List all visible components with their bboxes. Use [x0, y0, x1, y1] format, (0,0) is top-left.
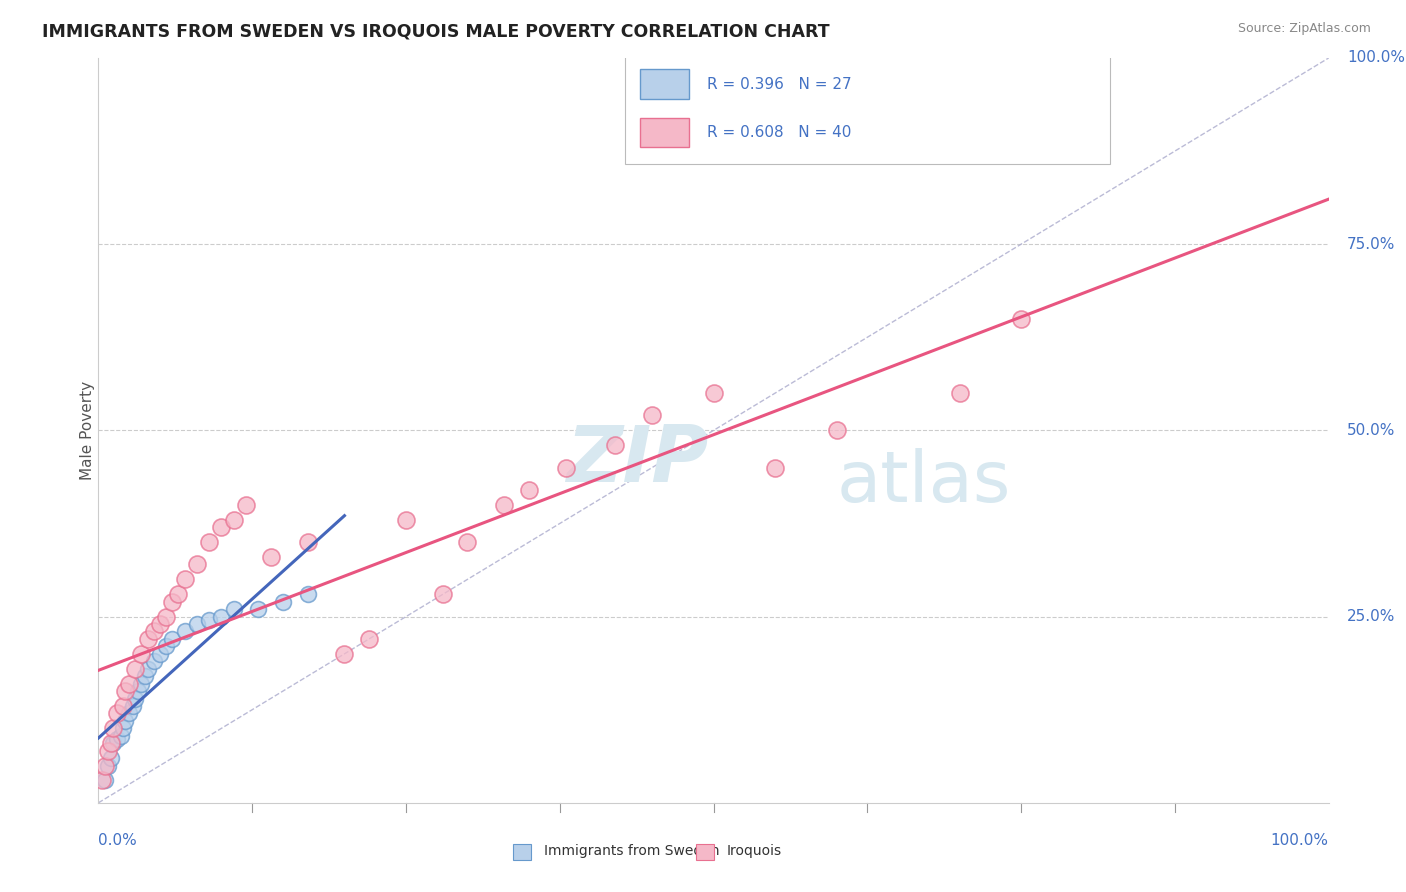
- Text: R = 0.608   N = 40: R = 0.608 N = 40: [707, 125, 852, 140]
- Text: 100.0%: 100.0%: [1347, 51, 1405, 65]
- FancyBboxPatch shape: [626, 56, 1109, 164]
- Point: [118, 676, 141, 690]
- Point: [235, 498, 257, 512]
- Point: [198, 535, 221, 549]
- Point: [162, 632, 183, 646]
- FancyBboxPatch shape: [640, 70, 689, 99]
- Point: [222, 513, 245, 527]
- Point: [114, 684, 136, 698]
- Point: [605, 438, 627, 452]
- Point: [432, 587, 454, 601]
- Text: atlas: atlas: [837, 448, 1011, 517]
- Point: [118, 706, 141, 721]
- Point: [186, 617, 208, 632]
- Point: [103, 721, 125, 735]
- Point: [247, 602, 270, 616]
- Point: [112, 698, 135, 713]
- Point: [494, 498, 516, 512]
- Point: [456, 535, 478, 549]
- Point: [395, 513, 418, 527]
- Point: [222, 602, 245, 616]
- Point: [260, 549, 283, 564]
- Point: [136, 662, 159, 676]
- Point: [93, 758, 115, 772]
- Point: [173, 573, 195, 587]
- Point: [127, 684, 149, 698]
- Point: [149, 647, 172, 661]
- Point: [124, 691, 146, 706]
- Text: ZIP: ZIP: [565, 422, 709, 499]
- FancyBboxPatch shape: [640, 118, 689, 147]
- Point: [211, 520, 233, 534]
- Point: [155, 609, 177, 624]
- Point: [91, 773, 114, 788]
- Point: [131, 647, 153, 661]
- Point: [124, 662, 146, 676]
- Point: [103, 736, 125, 750]
- Text: R = 0.396   N = 27: R = 0.396 N = 27: [707, 77, 852, 92]
- Point: [186, 558, 208, 572]
- Text: Source: ZipAtlas.com: Source: ZipAtlas.com: [1237, 22, 1371, 36]
- Point: [97, 758, 120, 772]
- Point: [100, 736, 122, 750]
- Point: [162, 595, 183, 609]
- Point: [703, 386, 725, 401]
- Text: 25.0%: 25.0%: [1347, 609, 1396, 624]
- Point: [110, 729, 132, 743]
- Point: [114, 714, 136, 728]
- Point: [105, 706, 128, 721]
- Point: [122, 698, 145, 713]
- Point: [155, 640, 177, 654]
- Point: [297, 535, 319, 549]
- Point: [271, 595, 294, 609]
- Point: [198, 613, 221, 627]
- Point: [297, 587, 319, 601]
- Point: [97, 744, 120, 758]
- Point: [142, 654, 165, 668]
- Text: 75.0%: 75.0%: [1347, 236, 1396, 252]
- Point: [136, 632, 159, 646]
- Point: [359, 632, 381, 646]
- Text: Iroquois: Iroquois: [727, 844, 782, 858]
- Text: IMMIGRANTS FROM SWEDEN VS IROQUOIS MALE POVERTY CORRELATION CHART: IMMIGRANTS FROM SWEDEN VS IROQUOIS MALE …: [42, 22, 830, 40]
- Text: 0.0%: 0.0%: [98, 832, 138, 847]
- Text: 100.0%: 100.0%: [1271, 832, 1329, 847]
- Point: [131, 676, 153, 690]
- Point: [641, 409, 664, 423]
- Point: [825, 424, 848, 438]
- Point: [173, 624, 195, 639]
- Text: Immigrants from Sweden: Immigrants from Sweden: [544, 844, 720, 858]
- Point: [167, 587, 190, 601]
- Point: [1010, 311, 1032, 326]
- Point: [517, 483, 540, 497]
- Point: [112, 721, 135, 735]
- Text: 50.0%: 50.0%: [1347, 423, 1396, 438]
- Point: [100, 751, 122, 765]
- Point: [142, 624, 165, 639]
- Point: [134, 669, 156, 683]
- Point: [763, 460, 786, 475]
- Y-axis label: Male Poverty: Male Poverty: [80, 381, 94, 480]
- Point: [93, 773, 115, 788]
- Point: [105, 732, 128, 747]
- Point: [554, 460, 576, 475]
- Point: [949, 386, 972, 401]
- Point: [149, 617, 172, 632]
- Point: [211, 609, 233, 624]
- Point: [333, 647, 356, 661]
